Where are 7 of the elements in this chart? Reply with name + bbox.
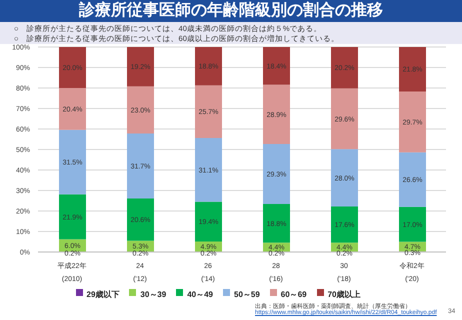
legend-label: 60～69: [280, 290, 307, 299]
legend-label: 70歳以上: [328, 290, 360, 299]
chart-title: 診療所従事医師の年齢階級別の割合の推移: [0, 0, 462, 22]
legend-label: 50～59: [234, 290, 260, 299]
legend-label: 29歳以下: [86, 290, 120, 299]
legend-label: 40～49: [187, 290, 213, 299]
legend-label: 30～39: [140, 290, 166, 299]
